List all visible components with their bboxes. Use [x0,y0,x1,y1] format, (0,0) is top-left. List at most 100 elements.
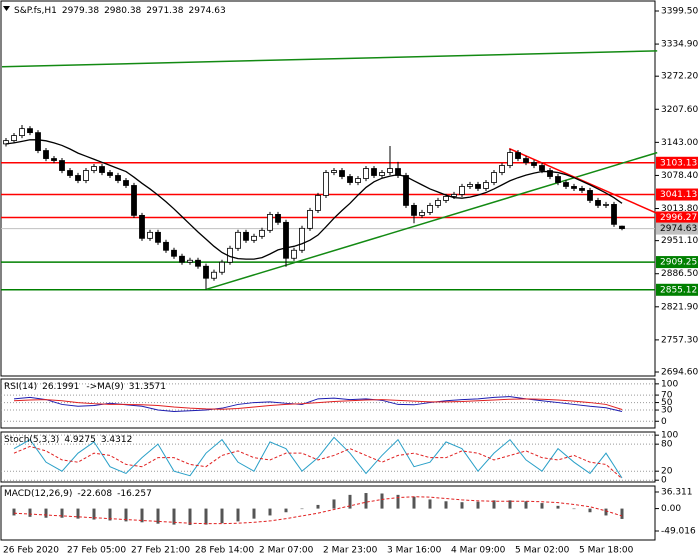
histogram-bar [204,508,208,525]
candle-body [363,168,369,179]
header-close: 2974.63 [189,6,226,16]
candle-body [243,231,249,241]
histogram-bar [588,508,592,513]
series-last-value: 3.4312 [101,435,133,445]
candle-body [371,168,377,176]
indicator-line [13,436,623,479]
candle-body [75,175,81,181]
histogram-bar [28,508,32,517]
level-label-box [656,188,698,201]
indicator-header: Stoch(5,3,3) 4.9275 3.4312 [4,435,132,445]
candle-body [323,172,329,196]
candle-body [427,205,433,213]
candle-body [499,165,505,173]
candle-body [43,150,49,159]
candle-body [483,182,489,189]
panel-frame [0,485,656,541]
candle-body [611,204,617,225]
y-tick-label: 30 [661,406,673,416]
histogram-bar [284,508,288,513]
chart-header: S&P.fs,H1 2979.38 2980.38 2971.38 2974.63 [14,6,226,16]
series-last-value: 26.1991 [42,382,79,392]
x-tick-label: 28 Feb 14:00 [195,546,254,556]
histogram-bar [556,505,560,509]
y-tick-label: 2757.30 [661,335,698,345]
level-label: 3103.13 [660,158,697,168]
x-tick-label: 3 Mar 16:00 [387,546,442,556]
indicator-header: MACD(12,26,9) -22.608 -16.257 [4,489,152,499]
candle-body [507,152,513,166]
candle-body [619,225,625,229]
candle-body [155,231,161,243]
histogram-bar [492,500,496,509]
histogram-bar [332,499,336,509]
candle-body [139,214,145,239]
candle-body [571,186,577,189]
trendline [1,50,658,68]
y-tick-label: 2886.50 [661,269,698,279]
candle-body [163,241,169,251]
histogram-bar [620,508,624,519]
level-label: 2909.25 [660,258,697,268]
histogram-bar [444,501,448,509]
x-tick-label: 2 Mar 23:00 [323,546,378,556]
series-last-value: -16.257 [117,489,152,499]
y-tick-label: 3143.00 [661,138,698,148]
candle-body [395,168,401,176]
candle-body [587,190,593,201]
candle-body [563,182,569,187]
candle-body [131,185,137,216]
candle-body [91,166,97,171]
candle-body [435,200,441,206]
candle-body [171,249,177,257]
candle-body [531,162,537,166]
candle-body [187,259,193,263]
y-tick-label: 0 [661,476,667,486]
y-tick-label: 100 [661,431,678,441]
histogram-bar [172,508,176,525]
indicator-title: RSI(14) [4,382,37,392]
y-tick-label: 3013.80 [661,204,698,214]
header-open: 2979.38 [62,6,99,16]
histogram-bar [44,508,48,518]
candle-body [283,221,289,259]
x-tick-label: 27 Feb 21:00 [131,546,190,556]
header-high: 2980.38 [104,6,141,16]
candle-body [555,176,561,183]
candle-body [443,196,449,201]
histogram-bar [268,508,272,516]
y-tick-label: 3078.40 [661,171,698,181]
histogram-bar [348,494,352,509]
histogram-bar [12,508,16,516]
candle-body [459,186,465,195]
histogram-bar [396,494,400,509]
candle-body [259,229,265,237]
candle-body [179,255,185,263]
histogram-bar [428,499,432,509]
x-tick-label: 2 Mar 07:00 [259,546,314,556]
y-tick-label: 36.311 [661,487,693,497]
x-tick-label: 5 Mar 18:00 [579,546,634,556]
candle-body [419,212,425,216]
trendline [508,147,658,215]
candle-body [299,227,305,251]
histogram-bar [460,502,464,509]
indicator-line [13,396,623,413]
candle-body [11,135,17,142]
candle-body [411,205,417,216]
indicator-line [13,445,623,480]
candle-body [603,204,609,206]
y-tick-label: 0 [661,417,667,427]
candle-body [579,188,585,191]
candle-body [27,128,33,134]
histogram-bar [540,503,544,509]
histogram-bar [76,508,80,519]
histogram-bar [252,508,256,519]
histogram-bar [380,493,384,509]
histogram-bar [60,508,64,518]
candle-body [123,180,129,186]
y-tick-label: 50 [661,398,673,408]
chart-title: S&P.fs,H1 [14,6,57,16]
x-tick-label: 4 Mar 09:00 [451,546,506,556]
